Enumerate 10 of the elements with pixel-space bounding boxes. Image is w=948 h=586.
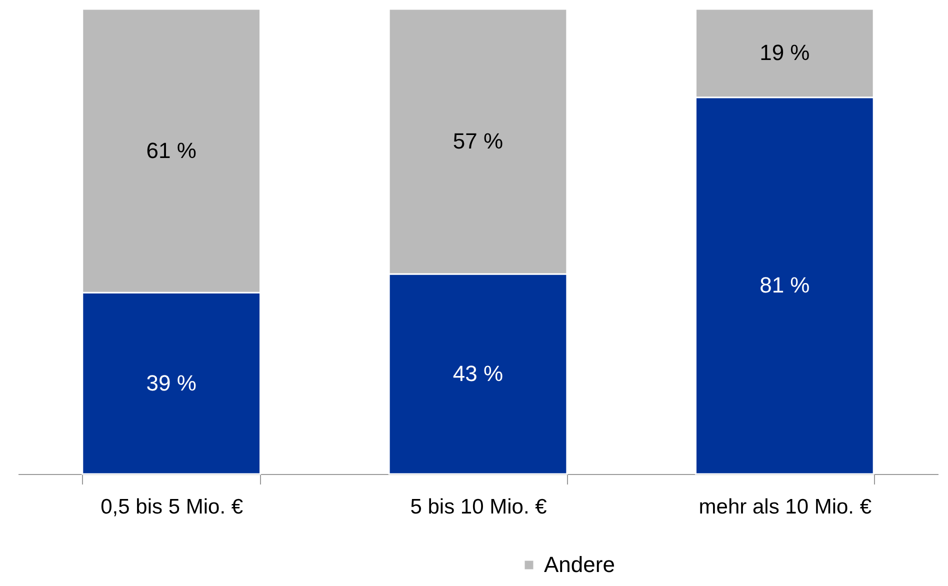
data-label: 39 % [146, 370, 196, 396]
x-tick-label: 0,5 bis 5 Mio. € [100, 496, 244, 518]
legend-label: Andere [544, 552, 615, 577]
data-label: 81 % [760, 272, 810, 298]
data-label: 57 % [452, 128, 504, 154]
data-label: 19 % [760, 40, 810, 66]
x-tick-label: 5 bis 10 Mio. € [410, 496, 548, 518]
data-label: 61 % [146, 138, 196, 163]
x-tick-label: mehr als 10 Mio. € [698, 496, 872, 518]
data-label: 43 % [452, 361, 504, 386]
